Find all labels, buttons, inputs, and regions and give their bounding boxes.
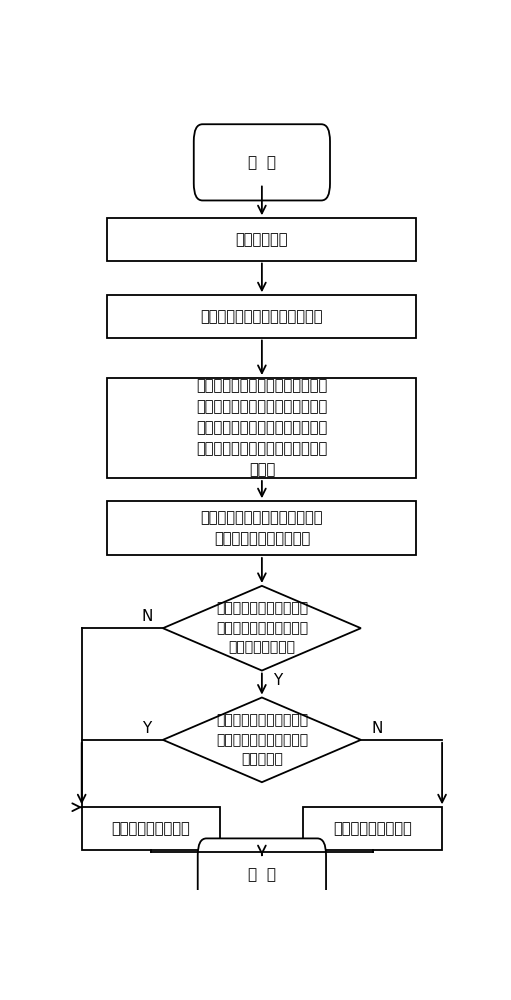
FancyBboxPatch shape	[194, 124, 330, 200]
Text: 开  始: 开 始	[248, 155, 276, 170]
Text: 制动控制模块解析制动力闸位信
息，获取第二目标压力值: 制动控制模块解析制动力闸位信 息，获取第二目标压力值	[201, 510, 323, 546]
Polygon shape	[163, 586, 361, 671]
Bar	[107, 378, 416, 478]
Bar	[304, 807, 442, 850]
Text: 输出第一目标压力值: 输出第一目标压力值	[333, 821, 412, 836]
Text: 制动控制模块判断第二目
标压力值是否大于第一目
标压力值？: 制动控制模块判断第二目 标压力值是否大于第一目 标压力值？	[216, 713, 308, 766]
Text: 结  束: 结 束	[248, 867, 276, 882]
Text: Y: Y	[143, 721, 152, 736]
Text: 自动驾驶模块与机车自动驾驶控制
中心进行数据信息交互及检测制动
控制模块输出的数据信息，输出自
动驾驶运行标志和制动缸第一目标
压力值: 自动驾驶模块与机车自动驾驶控制 中心进行数据信息交互及检测制动 控制模块输出的数…	[196, 378, 328, 478]
Text: 制动控制模块判断自动驾
驶运行标志是否为自动驾
驶投入运行标志？: 制动控制模块判断自动驾 驶运行标志是否为自动驾 驶投入运行标志？	[216, 602, 308, 655]
Text: Y: Y	[273, 673, 283, 688]
FancyBboxPatch shape	[198, 838, 326, 911]
Text: 输出第二目标压力值: 输出第二目标压力值	[111, 821, 191, 836]
Text: N: N	[371, 721, 382, 736]
Text: N: N	[142, 609, 153, 624]
Bar	[82, 807, 220, 850]
Bar	[107, 218, 416, 261]
Bar	[107, 501, 416, 555]
Text: 制动控制器输出制动力闸位信息: 制动控制器输出制动力闸位信息	[201, 309, 323, 324]
Polygon shape	[163, 698, 361, 782]
Bar	[107, 295, 416, 338]
Text: 制动系统启动: 制动系统启动	[236, 232, 288, 247]
